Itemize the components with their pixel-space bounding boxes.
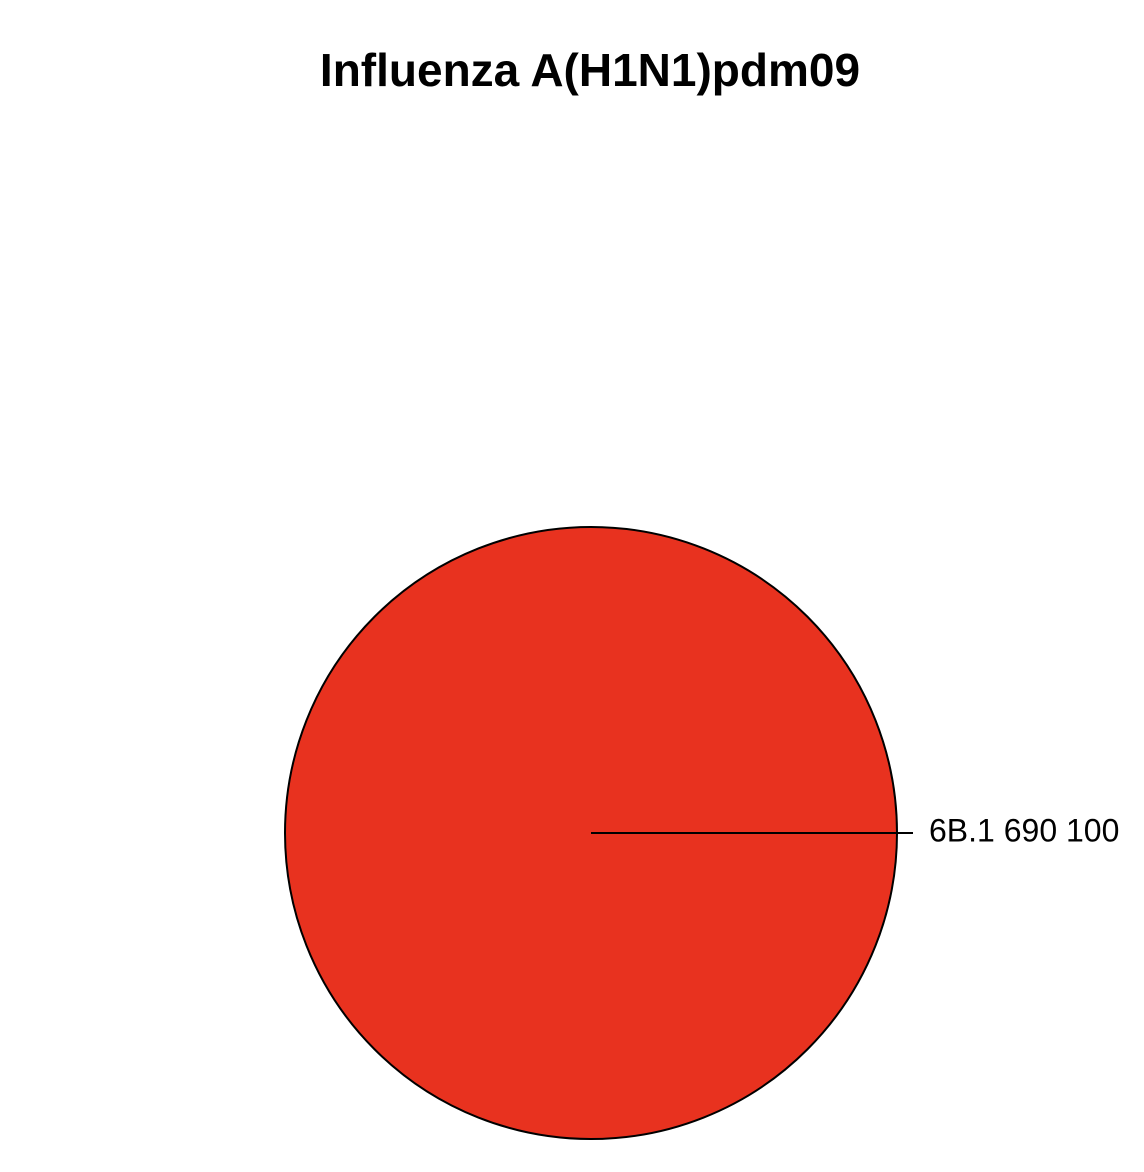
pie-labels: 6B.1 690 100 [897, 812, 1119, 848]
slice-label: 6B.1 690 100 [929, 812, 1119, 848]
pie-slices [284, 526, 898, 1140]
chart-title: Influenza A(H1N1)pdm09 [319, 44, 861, 96]
